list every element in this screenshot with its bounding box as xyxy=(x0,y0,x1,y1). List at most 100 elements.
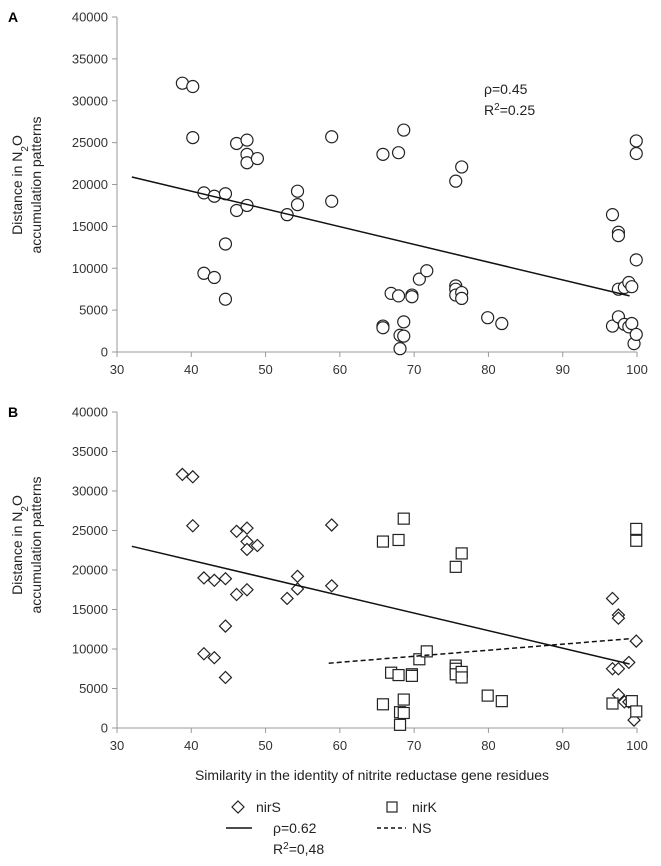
legend-nirs-label: nirS xyxy=(256,799,281,815)
panel-a-x-tick-label: 100 xyxy=(626,362,648,377)
panel-a-point-all xyxy=(391,289,406,303)
panel-a-point-all xyxy=(397,123,411,137)
panel-b-point-nirS xyxy=(197,646,211,661)
panel-b-x-tick-label: 60 xyxy=(333,738,347,753)
legend: nirS nirK ρ=0.62 NS R2=0,48 xyxy=(226,799,438,857)
panel-b-point-nirK xyxy=(630,534,643,547)
panel-a-trendlines xyxy=(131,176,630,297)
panel-b-ylabel-sub: 2 xyxy=(20,506,31,512)
panel-b-y-axis-title: Distance in N2O accumulation patterns xyxy=(9,477,44,614)
panel-a-point-all xyxy=(412,272,426,286)
panel-b-trendline-nirS xyxy=(131,545,630,665)
panel-a-point-all xyxy=(393,342,407,356)
panel-b-point-nirK xyxy=(630,522,643,536)
panel-b-point-nirK xyxy=(397,706,410,720)
panel-b-point-nirK xyxy=(630,705,643,718)
panel-b-x-tick-label: 70 xyxy=(407,738,421,753)
panel-a-y-axis-title-line2: accumulation patterns xyxy=(28,117,44,254)
panel-b-point-nirS xyxy=(611,611,626,626)
panel-b-y-tick-label: 15000 xyxy=(72,602,108,617)
panel-b-ylabel-main: Distance in N xyxy=(9,512,25,595)
panel-a-point-all xyxy=(629,146,643,161)
panel-a-y-tick-label: 10000 xyxy=(72,261,108,276)
panel-a-x-tick-label: 50 xyxy=(258,362,272,377)
panel-a-y-tick-label: 40000 xyxy=(72,10,108,25)
panel-b-point-nirS xyxy=(629,634,644,648)
panel-a-r2-prefix: R xyxy=(484,102,494,118)
panel-b-x-tick-label: 30 xyxy=(110,738,124,753)
panel-b-point-nirK xyxy=(455,547,468,560)
legend-nirk-label: nirK xyxy=(412,799,438,815)
panel-a-ylabel-main: Distance in N xyxy=(9,152,25,235)
panel-a-y-tick-label: 30000 xyxy=(72,93,108,108)
panel-b-point-nirK xyxy=(392,668,405,682)
panel-b-trendlines xyxy=(131,545,630,665)
legend-nirs-rho: ρ=0.62 xyxy=(273,820,317,836)
panel-a-x-tick-label: 30 xyxy=(110,362,124,377)
panel-b-point-nirK xyxy=(397,693,410,706)
panel-b-point-nirK xyxy=(449,560,462,573)
panel-a-y-tick-label: 35000 xyxy=(72,51,108,66)
panel-b-label: B xyxy=(8,404,18,420)
panel-b-y-tick-label: 5000 xyxy=(79,681,108,696)
panel-a-y-tick-label: 20000 xyxy=(72,177,108,192)
panel-a: A Distance in N2O accumulation patterns … xyxy=(8,9,648,377)
panel-b-point-nirS xyxy=(185,469,200,484)
panel-a-point-all xyxy=(611,228,626,243)
panel-b-point-nirS xyxy=(240,542,254,557)
panel-b-ylabel-tail: O xyxy=(9,495,25,506)
panel-b-y-tick-label: 30000 xyxy=(72,484,108,499)
panel-a-ylabel-sub: 2 xyxy=(20,146,31,152)
x-axis-title: Similarity in the identity of nitrite re… xyxy=(195,767,549,783)
panel-b-point-nirS xyxy=(207,573,222,588)
panel-a-point-all xyxy=(629,134,643,148)
panel-b-point-nirS xyxy=(621,655,636,670)
panel-a-point-all xyxy=(629,253,643,267)
panel-b-point-nirS xyxy=(250,538,265,553)
panel-a-point-all xyxy=(376,147,390,161)
panel-b-point-nirK xyxy=(455,671,468,684)
panel-a-point-all xyxy=(290,198,305,212)
panel-a-r2-value: =0.25 xyxy=(500,102,536,118)
panel-b-markers xyxy=(175,467,644,731)
panel-a-trendline-all xyxy=(131,176,630,297)
panel-b-point-nirS xyxy=(324,518,339,532)
panel-a-point-all xyxy=(629,327,643,342)
panel-a-y-axis-title: Distance in N2O accumulation patterns xyxy=(9,117,44,254)
panel-b-y-axis-title-line1: Distance in N2O xyxy=(9,495,31,595)
panel-b-point-nirS xyxy=(207,650,222,665)
panel-a-point-all xyxy=(240,133,254,147)
legend-nirs-marker xyxy=(231,800,245,814)
panel-b-y-tick-label: 0 xyxy=(101,721,108,736)
panel-b: B Distance in N2O accumulation patterns … xyxy=(8,404,648,783)
panel-b-y-tick-label: 40000 xyxy=(72,405,108,420)
panel-a-point-all xyxy=(449,174,463,188)
legend-nirs-r2-value: =0,48 xyxy=(289,841,325,857)
panel-b-point-nirK xyxy=(625,695,638,708)
panel-b-point-nirS xyxy=(218,670,233,685)
panel-a-x-tick-label: 70 xyxy=(407,362,421,377)
panel-b-y-tick-label: 20000 xyxy=(72,563,108,578)
panel-a-point-all xyxy=(290,184,305,198)
panel-b-point-nirS xyxy=(324,578,339,593)
panel-a-point-all xyxy=(605,208,620,222)
panel-a-ylabel-tail: O xyxy=(9,135,25,146)
panel-b-point-nirS xyxy=(280,591,294,606)
panel-b-point-nirK xyxy=(405,669,419,682)
panel-b-point-nirS xyxy=(229,524,244,539)
panel-b-x-tick-label: 100 xyxy=(626,738,648,753)
panel-b-point-nirS xyxy=(240,521,254,535)
panel-a-point-all xyxy=(481,311,495,325)
panel-a-x-tick-label: 40 xyxy=(184,362,198,377)
legend-nirs-r2: R2=0,48 xyxy=(273,841,324,858)
panel-b-point-nirS xyxy=(185,518,200,533)
panel-b-y-axis-title-line2: accumulation patterns xyxy=(28,477,44,614)
panel-a-point-all xyxy=(207,270,221,285)
panel-b-point-nirS xyxy=(611,661,626,676)
panel-b-point-nirS xyxy=(175,467,190,482)
panel-b-point-nirS xyxy=(197,571,211,585)
panel-a-point-all xyxy=(218,237,233,251)
panel-b-point-nirK xyxy=(376,698,390,711)
panel-a-point-all xyxy=(625,316,639,331)
